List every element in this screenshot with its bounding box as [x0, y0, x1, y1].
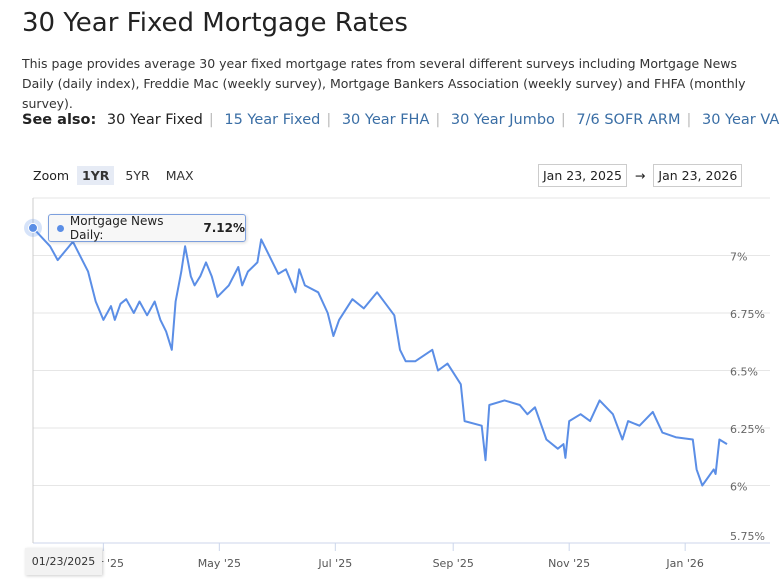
zoom-selector: Zoom 1YR 5YR MAX — [33, 166, 199, 185]
page-description: This page provides average 30 year fixed… — [22, 56, 746, 111]
link-15-year-fixed[interactable]: 15 Year Fixed — [224, 112, 321, 128]
link-sofr-arm[interactable]: 7/6 SOFR ARM — [576, 112, 681, 128]
y-tick-label: 6.75% — [730, 308, 765, 321]
range-to-input[interactable]: Jan 23, 2026 — [653, 164, 743, 187]
tooltip-value: 7.12% — [203, 221, 245, 235]
date-range: Jan 23, 2025 → Jan 23, 2026 — [538, 164, 743, 187]
tooltip-series: Mortgage News Daily: — [69, 214, 164, 242]
see-also-label: See also: — [22, 112, 97, 128]
y-tick-label: 5.75% — [730, 530, 765, 543]
zoom-max-button[interactable]: MAX — [165, 168, 194, 183]
range-arrow-icon: → — [634, 168, 646, 183]
y-tick-label: 6% — [730, 481, 747, 494]
x-tick-label: Jul '25 — [317, 557, 352, 570]
hover-date-label: 01/23/2025 — [25, 548, 102, 575]
page-title: 30 Year Fixed Mortgage Rates — [22, 8, 408, 38]
range-from-input[interactable]: Jan 23, 2025 — [538, 164, 627, 187]
x-tick-label: Jan '26 — [665, 557, 703, 570]
x-tick-label: Sep '25 — [433, 557, 474, 570]
x-tick-label: Nov '25 — [548, 557, 590, 570]
hover-marker — [28, 222, 38, 233]
series-line — [32, 227, 728, 487]
link-30-year-va[interactable]: 30 Year VA — [702, 112, 780, 128]
y-tick-label: 6.25% — [730, 423, 765, 436]
link-30-year-fha[interactable]: 30 Year FHA — [341, 112, 430, 128]
x-tick-label: May '25 — [198, 557, 241, 570]
zoom-1yr-button[interactable]: 1YR — [77, 166, 115, 185]
series-dot-icon — [57, 224, 64, 232]
y-tick-label: 7% — [730, 251, 747, 264]
chart-tooltip: Mortgage News Daily: 7.12% — [48, 214, 246, 242]
y-tick-label: 6.5% — [730, 366, 758, 379]
zoom-5yr-button[interactable]: 5YR — [125, 168, 150, 183]
link-30-year-fixed[interactable]: 30 Year Fixed — [106, 112, 203, 128]
zoom-label: Zoom — [33, 168, 70, 183]
see-also-nav: See also: 30 Year Fixed | 15 Year Fixed | … — [22, 112, 780, 128]
link-30-year-jumbo[interactable]: 30 Year Jumbo — [450, 112, 555, 128]
